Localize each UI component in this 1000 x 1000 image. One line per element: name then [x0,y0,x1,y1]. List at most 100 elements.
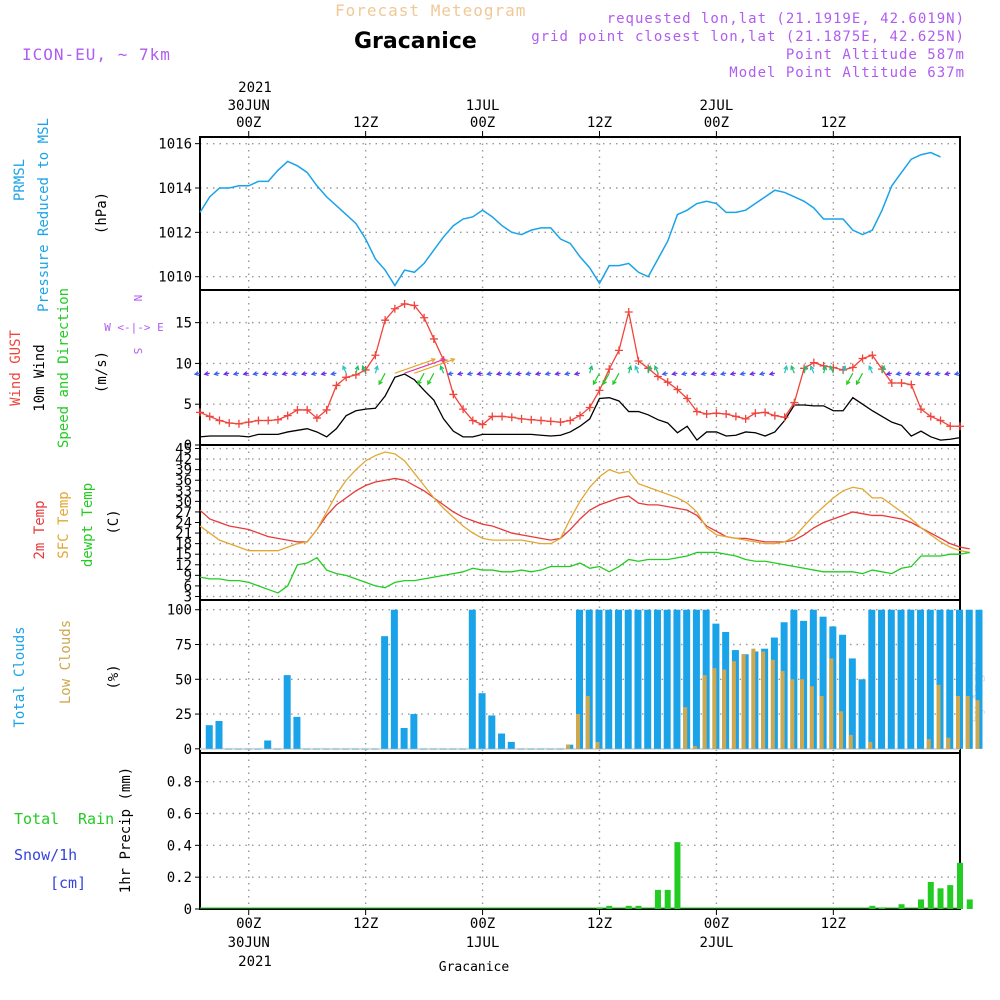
low-cloud-bar [819,695,824,749]
wind-direction-arrowhead [427,380,432,386]
wind-gust-marker [653,372,662,381]
wind-gust-marker [907,380,916,389]
wind-gust-marker [576,411,584,420]
low-cloud-bar [751,648,756,749]
total-cloud-bar [371,748,379,750]
low-cloud-bar [829,658,834,749]
wind-direction-arrowhead [291,371,297,376]
wind-direction-arrowhead [880,365,886,371]
total-cloud-bar [858,679,866,749]
wind-gust-marker [342,373,351,382]
total-cloud-bar [234,748,242,750]
clouds-ytick-label-2: 50 [175,672,192,688]
precip-legend-cm: [cm] [50,874,86,892]
total-cloud-bar [351,748,359,750]
wind-ytick-label-0: 0 [184,438,192,454]
wind-direction-arrowhead [320,371,326,376]
clouds-ytick-label-4: 100 [167,603,192,619]
wind-direction-arrowhead [646,365,652,371]
wind-direction-arrowhead [885,371,891,376]
temperature-ytick-label-1: 6 [184,579,192,595]
wind-gust-marker [293,405,302,414]
wind-direction-arrow [846,372,854,385]
wind-ylabels: Wind GUST 10m Wind Speed and Direction (… [8,288,164,448]
wind-direction-arrowhead [232,371,238,376]
bottom-time-label-4: 00Z [704,916,729,932]
total-cloud-bar [507,741,515,749]
wind-label-gust: Wind GUST [8,330,24,406]
precip-ytick-label-3: 0.6 [167,806,192,822]
total-cloud-bar [663,609,671,749]
total-cloud-bar [897,609,905,749]
wind-direction-arrowhead [895,371,901,376]
precip-legend-rain: Rain [78,810,114,828]
total-cloud-bar [819,616,827,749]
total-cloud-bar [254,748,262,750]
pressure-ytick-label-1: 1012 [158,225,192,241]
wind-gust-marker [400,299,409,308]
temperature-ytick-label-7: 24 [175,516,192,532]
wind-gust-marker [722,410,731,418]
wind-direction-arrowhead [710,371,716,376]
wind-direction-arrowhead [354,365,360,371]
wind-ytick-label-1: 5 [184,397,192,413]
temperature-ytick-label-10: 33 [175,484,192,500]
wind-direction-arrowhead [430,357,437,363]
total-cloud-bar [293,716,301,749]
total-cloud-bar [439,748,447,750]
compass-n: N [131,295,144,302]
rain-bar [869,905,876,909]
total-cloud-bar [556,748,564,750]
wind-direction-arrowhead [671,371,677,376]
wind-direction-arrowhead [719,371,726,376]
wind-gust-marker [614,346,623,355]
wind-gust-marker [770,411,779,420]
wind-direction-arrowhead [612,380,617,386]
wind-gust-marker [692,407,701,416]
wind-gust-marker [731,412,740,421]
low-cloud-bar [741,654,746,749]
wind-gust-marker [673,385,682,394]
wind-gust-marker [624,308,633,317]
total-cloud-bar [926,609,934,749]
total-cloud-bar [868,609,876,749]
wind-gust-marker [663,378,672,387]
wind-gust-marker [273,415,282,424]
temp-sfc-line [199,451,970,554]
wind-direction-arrowhead [440,357,446,363]
wind-speed-line [199,373,961,442]
wind-direction-arrowhead [193,371,199,376]
total-cloud-bar [517,748,525,750]
wind-gust-marker [585,403,594,412]
wind-direction-arrow [394,358,436,374]
total-cloud-bar [965,609,973,749]
total-cloud-bar [595,609,603,749]
wind-gust-marker [858,354,867,363]
bottom-date-label-2: 1JUL [466,935,500,951]
wind-ytick-label-3: 15 [175,316,192,332]
wind-gust-marker [478,420,487,429]
wind-direction-arrowhead [924,371,930,376]
wind-gust-marker [683,394,692,403]
total-cloud-bar [283,675,291,749]
wind-direction-arrowhead [802,365,808,371]
total-cloud-bar [381,636,389,749]
total-cloud-bar [956,609,963,749]
wind-direction-arrow [810,365,815,374]
total-cloud-bar [332,748,340,750]
wind-gust-marker [410,301,419,310]
wind-direction-arrowhead [439,365,445,371]
rain-bar [596,907,603,909]
wind-gust-marker [527,415,536,424]
temperature-ytick-label-13: 42 [175,452,192,468]
pressure-frame [199,136,961,291]
wind-direction-arrowhead [653,365,659,371]
pressure-ylabels: PRMSL Pressure Reduced to MSL (hPa) [12,118,110,312]
pressure-label-prmsl: PRMSL [12,159,28,201]
wind-gust-marker [303,405,312,414]
temperature-ytick-label-5: 18 [175,537,192,553]
wind-gust-marker [537,416,546,425]
wind-direction-arrowhead [447,371,453,376]
wind-direction-arrow [404,358,445,374]
